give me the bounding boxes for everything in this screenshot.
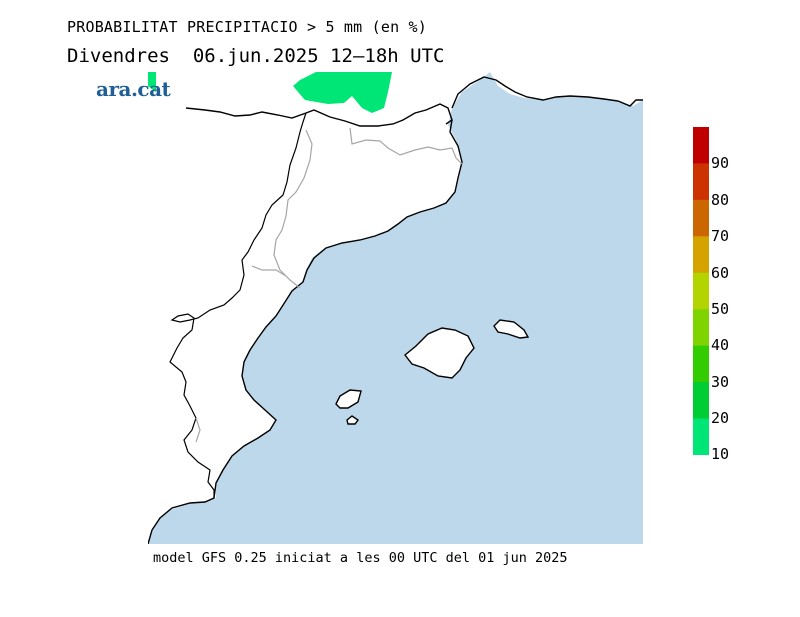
legend-label: 60: [711, 264, 730, 282]
mainland-coast: [148, 119, 463, 544]
land-mainland: [148, 72, 490, 544]
legend-label: 20: [711, 409, 730, 427]
province-border: [251, 265, 287, 277]
legend-swatch: [693, 236, 709, 274]
legend-label: 30: [711, 373, 730, 391]
legend-label: 40: [711, 336, 730, 354]
pyrenees-border: [185, 103, 453, 127]
legend-swatch: [693, 309, 709, 347]
region-border: [169, 112, 307, 498]
legend-label: 80: [711, 191, 730, 209]
legend-swatch: [693, 127, 709, 164]
island-formentera: [346, 415, 360, 425]
legend-label: 50: [711, 300, 730, 318]
island-mallorca: [404, 327, 475, 379]
legend-swatch: [693, 163, 709, 201]
color-legend: [693, 127, 709, 455]
precipitation-area: [148, 72, 156, 92]
legend-swatch: [693, 345, 709, 383]
legend-label: 10: [711, 445, 730, 463]
legend-label: 90: [711, 154, 730, 172]
island-menorca: [493, 319, 530, 339]
legend-swatch: [693, 272, 709, 310]
precipitation-area: [293, 72, 392, 113]
model-info: model GFS 0.25 iniciat a les 00 UTC del …: [153, 550, 568, 566]
legend-label: 70: [711, 227, 730, 245]
map-title: PROBABILITAT PRECIPITACIO > 5 mm (en %): [67, 18, 427, 36]
province-border: [349, 127, 463, 165]
province-border: [273, 129, 313, 289]
france-coast: [451, 76, 643, 109]
precipitation-map: [148, 72, 643, 544]
province-border: [195, 417, 201, 443]
legend-swatch: [693, 382, 709, 420]
legend-swatch: [693, 418, 709, 455]
island-eivissa: [335, 389, 362, 409]
legend-swatch: [693, 199, 709, 237]
aracat-logo: ara.cat: [96, 77, 171, 101]
map-subtitle: Divendres 06.jun.2025 12—18h UTC: [67, 45, 445, 67]
